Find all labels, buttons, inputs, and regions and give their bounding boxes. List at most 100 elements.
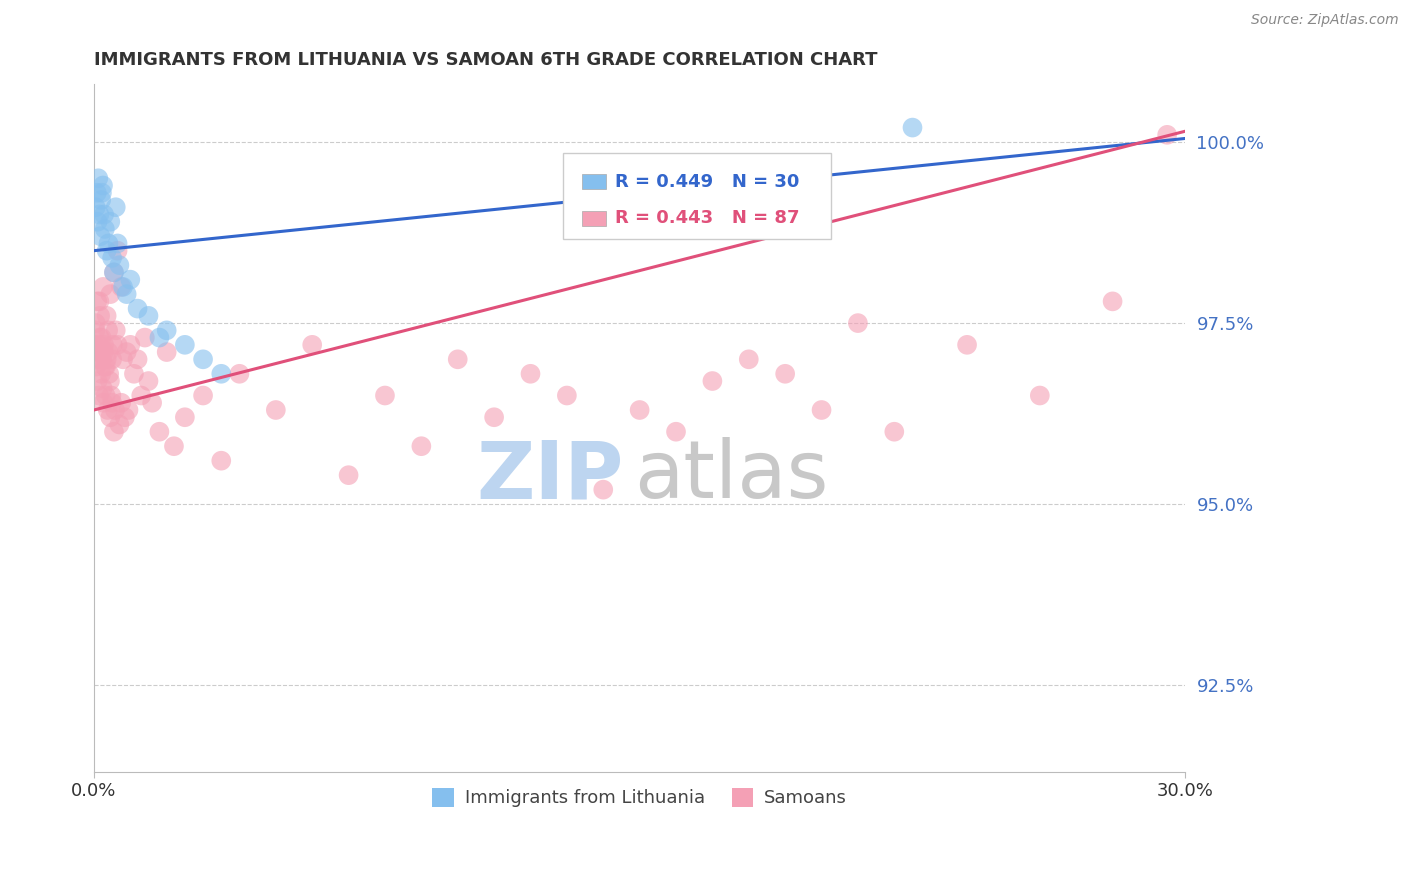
- Point: [89, 229, 111, 244]
- Point: [89, 294, 111, 309]
- Point: [108, 258, 131, 272]
- Point: [91, 178, 114, 193]
- Point: [209, 453, 232, 467]
- Text: atlas: atlas: [634, 437, 828, 516]
- Point: [191, 388, 214, 402]
- Point: [107, 236, 129, 251]
- Point: [112, 280, 135, 294]
- Point: [141, 396, 163, 410]
- Point: [148, 425, 170, 439]
- Point: [96, 309, 118, 323]
- Point: [97, 345, 120, 359]
- Point: [89, 330, 111, 344]
- Point: [156, 345, 179, 359]
- Point: [89, 207, 111, 221]
- Point: [264, 403, 287, 417]
- Point: [773, 367, 796, 381]
- Point: [91, 280, 114, 294]
- Point: [104, 323, 127, 337]
- Text: R = 0.443   N = 87: R = 0.443 N = 87: [614, 209, 799, 227]
- Text: R = 0.449   N = 30: R = 0.449 N = 30: [614, 173, 799, 191]
- Point: [84, 200, 107, 214]
- Point: [301, 338, 323, 352]
- Point: [86, 294, 108, 309]
- Point: [138, 374, 160, 388]
- Point: [519, 367, 541, 381]
- Point: [98, 374, 121, 388]
- Point: [86, 186, 108, 200]
- Point: [98, 287, 121, 301]
- Point: [110, 280, 132, 294]
- Point: [163, 439, 186, 453]
- Point: [100, 388, 122, 402]
- Point: [447, 352, 470, 367]
- Point: [101, 352, 124, 367]
- Point: [96, 244, 118, 258]
- Point: [956, 338, 979, 352]
- Point: [112, 352, 135, 367]
- Bar: [582, 211, 606, 226]
- Point: [97, 323, 120, 337]
- Point: [87, 171, 110, 186]
- Point: [883, 425, 905, 439]
- Point: [127, 352, 149, 367]
- Point: [411, 439, 433, 453]
- Point: [90, 367, 112, 381]
- Point: [115, 287, 138, 301]
- Point: [84, 323, 107, 337]
- Point: [107, 244, 129, 258]
- Point: [93, 396, 115, 410]
- Point: [104, 403, 127, 417]
- Point: [91, 381, 114, 395]
- FancyBboxPatch shape: [564, 153, 831, 239]
- Point: [86, 374, 108, 388]
- Point: [84, 316, 107, 330]
- Text: Source: ZipAtlas.com: Source: ZipAtlas.com: [1251, 13, 1399, 28]
- Point: [191, 352, 214, 367]
- Point: [374, 388, 396, 402]
- Point: [148, 330, 170, 344]
- Text: ZIP: ZIP: [477, 437, 623, 516]
- Point: [86, 345, 108, 359]
- Point: [901, 120, 924, 135]
- Point: [114, 410, 136, 425]
- Point: [1101, 294, 1123, 309]
- Point: [98, 215, 121, 229]
- Point: [115, 345, 138, 359]
- Point: [101, 251, 124, 265]
- Point: [96, 352, 118, 367]
- Bar: [582, 174, 606, 189]
- Point: [120, 338, 142, 352]
- Point: [90, 330, 112, 344]
- Point: [86, 215, 108, 229]
- Point: [108, 417, 131, 432]
- Point: [98, 367, 121, 381]
- Point: [89, 345, 111, 359]
- Point: [97, 403, 120, 417]
- Point: [84, 359, 107, 374]
- Point: [122, 367, 145, 381]
- Point: [98, 410, 121, 425]
- Point: [87, 352, 110, 367]
- Point: [129, 388, 152, 402]
- Point: [93, 345, 115, 359]
- Point: [117, 403, 139, 417]
- Point: [702, 374, 724, 388]
- Point: [1029, 388, 1052, 402]
- Legend: Immigrants from Lithuania, Samoans: Immigrants from Lithuania, Samoans: [425, 780, 855, 814]
- Point: [127, 301, 149, 316]
- Point: [94, 359, 117, 374]
- Point: [90, 186, 112, 200]
- Point: [87, 338, 110, 352]
- Point: [592, 483, 614, 497]
- Point: [173, 410, 195, 425]
- Point: [846, 316, 869, 330]
- Point: [94, 388, 117, 402]
- Point: [628, 403, 651, 417]
- Point: [156, 323, 179, 337]
- Point: [90, 352, 112, 367]
- Text: IMMIGRANTS FROM LITHUANIA VS SAMOAN 6TH GRADE CORRELATION CHART: IMMIGRANTS FROM LITHUANIA VS SAMOAN 6TH …: [94, 51, 877, 69]
- Point: [482, 410, 505, 425]
- Point: [1156, 128, 1178, 142]
- Point: [738, 352, 761, 367]
